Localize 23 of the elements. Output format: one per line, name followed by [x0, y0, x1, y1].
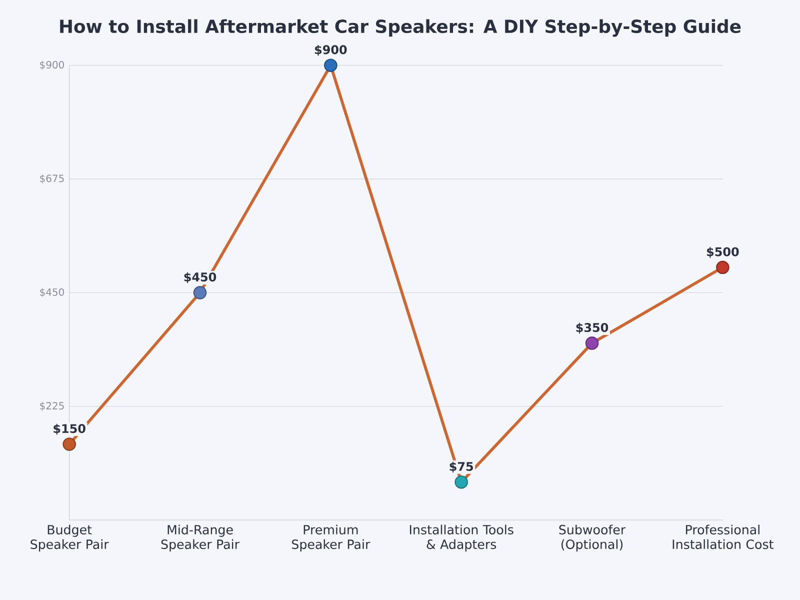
- x-tick-label: Installation Tools & Adapters: [410, 524, 514, 552]
- point: [193, 286, 207, 300]
- x-tick-label: Subwoofer (Optional): [559, 524, 626, 552]
- data-label: $75: [450, 462, 473, 473]
- x-tick-label: Premium Speaker Pair: [292, 524, 370, 552]
- data-label: $450: [184, 272, 216, 284]
- x-tick-label: Budget Speaker Pair: [30, 524, 109, 552]
- point: [454, 475, 468, 489]
- point: [716, 260, 730, 274]
- x-tick-label: Mid-Range Speaker Pair: [161, 524, 240, 552]
- point: [62, 438, 76, 451]
- point: [585, 336, 599, 350]
- data-label: $900: [314, 44, 347, 56]
- y-tick-label: $675: [40, 174, 64, 184]
- y-tick-label: $225: [40, 402, 64, 411]
- data-label: $500: [706, 247, 739, 258]
- y-tick-label: $900: [40, 60, 64, 70]
- x-tick-label: Professional Installation Cost: [672, 524, 774, 550]
- data-label: $350: [576, 322, 608, 334]
- y-tick-label: $450: [40, 288, 64, 298]
- point: [324, 58, 338, 72]
- data-label: $150: [54, 424, 86, 435]
- chart-title: How to Install Aftermarket Car Speakers: A DIY Step-by-Step Guide: [60, 19, 741, 37]
